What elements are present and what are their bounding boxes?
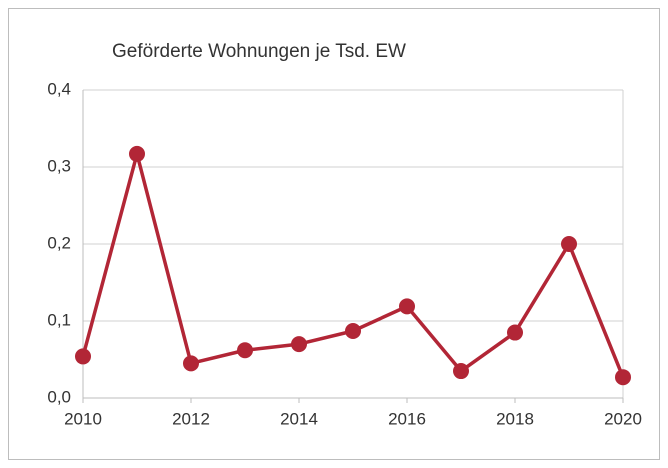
x-tick-label: 2012 <box>172 409 210 428</box>
y-tick-label: 0,3 <box>47 156 71 175</box>
chart-title: Geförderte Wohnungen je Tsd. EW <box>112 41 406 62</box>
marker <box>561 236 577 252</box>
y-tick-label: 0,4 <box>47 79 71 98</box>
x-tick-label: 2014 <box>280 409 318 428</box>
marker <box>453 363 469 380</box>
marker <box>237 342 253 359</box>
marker <box>345 323 361 340</box>
marker <box>399 298 415 315</box>
marker <box>507 324 523 341</box>
marker <box>291 336 307 353</box>
x-tick-label: 2010 <box>64 409 102 428</box>
chart-border <box>8 8 660 460</box>
y-tick-label: 0,0 <box>47 387 71 406</box>
marker <box>129 145 145 162</box>
x-tick-label: 2020 <box>604 409 642 428</box>
x-tick-label: 2016 <box>388 409 426 428</box>
marker <box>75 348 91 365</box>
marker <box>615 369 631 386</box>
y-tick-label: 0,2 <box>47 233 71 252</box>
marker <box>183 355 199 372</box>
y-tick-label: 0,1 <box>47 310 71 329</box>
x-tick-label: 2018 <box>496 409 534 428</box>
